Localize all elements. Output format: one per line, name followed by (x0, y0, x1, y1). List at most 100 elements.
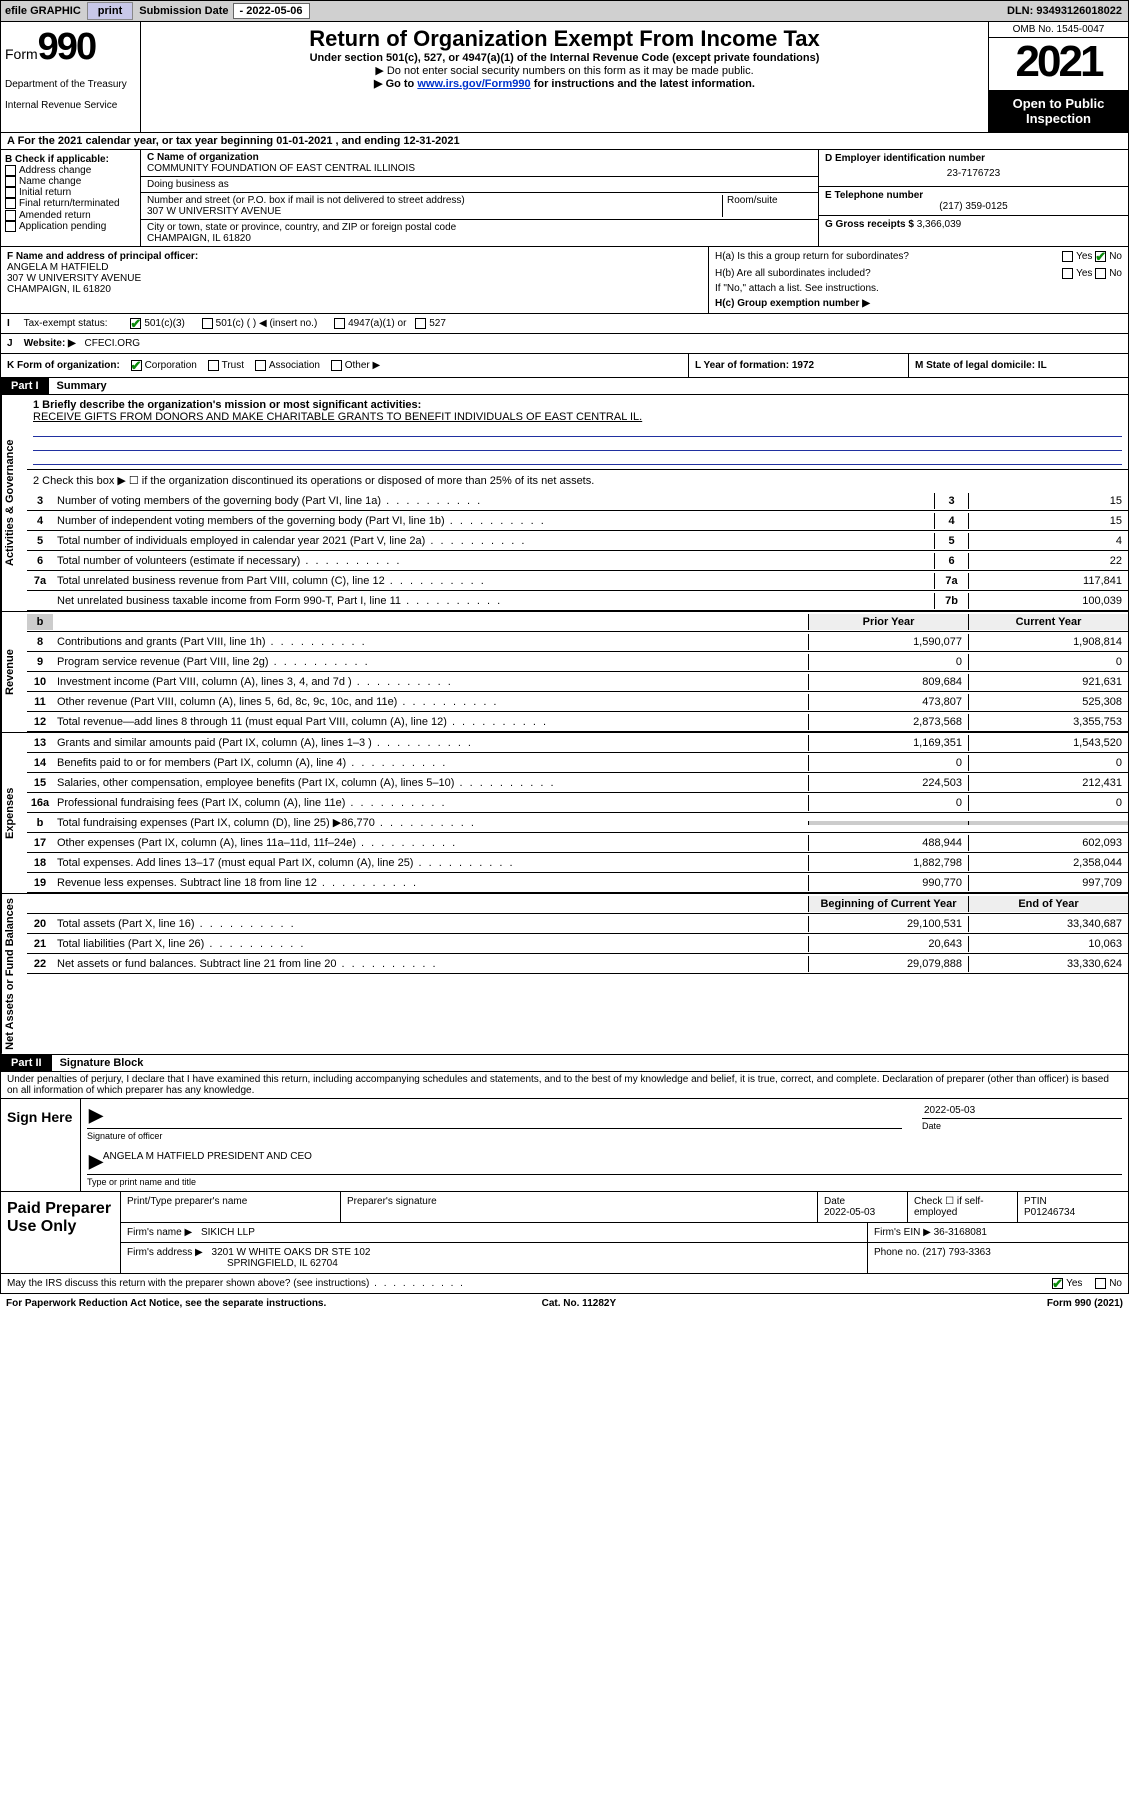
city-value: CHAMPAIGN, IL 61820 (147, 233, 812, 244)
line-num: 18 (27, 855, 53, 871)
chk-final-return[interactable] (5, 198, 16, 209)
line-text: Total fundraising expenses (Part IX, col… (53, 814, 808, 831)
net-head-blank2 (53, 902, 808, 906)
ptin-value: P01246734 (1024, 1207, 1122, 1218)
sig-date: 2022-05-03 (922, 1103, 1122, 1119)
line-num: 12 (27, 714, 53, 730)
line-num: 3 (27, 493, 53, 509)
summary-line: 12Total revenue—add lines 8 through 11 (… (27, 712, 1128, 732)
line-num (27, 599, 53, 603)
omb-number: OMB No. 1545-0047 (989, 22, 1128, 38)
chk-discuss-yes[interactable] (1052, 1278, 1063, 1289)
chk-amended-return[interactable] (5, 210, 16, 221)
goto-post: for instructions and the latest informat… (531, 78, 755, 90)
line-text: Number of independent voting members of … (53, 513, 934, 529)
lbl-application-pending: Application pending (19, 221, 106, 232)
line-text: Number of voting members of the governin… (53, 493, 934, 509)
part1-title: Summary (49, 378, 115, 394)
col-prior-year: Prior Year (808, 614, 968, 630)
line-text: Total assets (Part X, line 16) (53, 916, 808, 932)
chk-address-change[interactable] (5, 165, 16, 176)
hc-label: H(c) Group exemption number ▶ (715, 298, 1122, 309)
line-num: 17 (27, 835, 53, 851)
chk-name-change[interactable] (5, 176, 16, 187)
chk-501c3[interactable] (130, 318, 141, 329)
line-num: 7a (27, 573, 53, 589)
form-subtitle-2: ▶ Do not enter social security numbers o… (147, 64, 982, 77)
open-line2: Inspection (991, 111, 1126, 126)
i-letter: I (7, 318, 21, 329)
chk-4947[interactable] (334, 318, 345, 329)
state-domicile: M State of legal domicile: IL (908, 354, 1128, 377)
j-letter: J (7, 338, 21, 349)
line-2-discontinued: 2 Check this box ▶ ☐ if the organization… (27, 470, 1128, 491)
firm-ein: 36-3168081 (934, 1227, 987, 1238)
chk-other-org[interactable] (331, 360, 342, 371)
line-text: Total number of individuals employed in … (53, 533, 934, 549)
chk-application-pending[interactable] (5, 221, 16, 232)
print-button[interactable]: print (87, 2, 133, 20)
sig-officer-label: Signature of officer (87, 1131, 902, 1141)
line-box: 7a (934, 573, 968, 589)
summary-line: bTotal fundraising expenses (Part IX, co… (27, 813, 1128, 833)
line-num: b (27, 815, 53, 831)
prep-sig-header: Preparer's signature (341, 1192, 818, 1222)
chk-501c[interactable] (202, 318, 213, 329)
chk-ha-no[interactable] (1095, 251, 1106, 262)
line-text: Net assets or fund balances. Subtract li… (53, 956, 808, 972)
firm-addr-label: Firm's address ▶ (127, 1247, 203, 1258)
line-text: Benefits paid to or for members (Part IX… (53, 755, 808, 771)
penalties-declaration: Under penalties of perjury, I declare th… (0, 1072, 1129, 1099)
chk-corporation[interactable] (131, 360, 142, 371)
part2-title: Signature Block (52, 1055, 152, 1071)
line-val: 100,039 (968, 593, 1128, 609)
prior-val: 2,873,568 (808, 714, 968, 730)
officer-city: CHAMPAIGN, IL 61820 (7, 284, 702, 295)
officer-name-title: ANGELA M HATFIELD PRESIDENT AND CEO (103, 1151, 312, 1172)
summary-line: 17Other expenses (Part IX, column (A), l… (27, 833, 1128, 853)
form-number: 990 (38, 26, 95, 68)
col-boy: Beginning of Current Year (808, 896, 968, 912)
line-box: 4 (934, 513, 968, 529)
opt-corporation: Corporation (145, 360, 197, 371)
chk-527[interactable] (415, 318, 426, 329)
chk-association[interactable] (255, 360, 266, 371)
line-text: Other expenses (Part IX, column (A), lin… (53, 835, 808, 851)
line-num: 14 (27, 755, 53, 771)
street-label: Number and street (or P.O. box if mail i… (147, 195, 722, 206)
line-num: 19 (27, 875, 53, 891)
form-ref: Form 990 (2021) (1047, 1298, 1123, 1309)
line-text: Other revenue (Part VIII, column (A), li… (53, 694, 808, 710)
caret-icon-2: ▶ (89, 1151, 103, 1172)
summary-line: 22Net assets or fund balances. Subtract … (27, 954, 1128, 974)
line-num: 13 (27, 735, 53, 751)
opt-501c3: 501(c)(3) (144, 318, 185, 329)
line-num: 21 (27, 936, 53, 952)
vtab-netassets: Net Assets or Fund Balances (1, 894, 27, 1054)
chk-initial-return[interactable] (5, 187, 16, 198)
chk-ha-yes[interactable] (1062, 251, 1073, 262)
firm-phone: (217) 793-3363 (922, 1247, 990, 1258)
chk-discuss-no[interactable] (1095, 1278, 1106, 1289)
line-box: 5 (934, 533, 968, 549)
chk-hb-no[interactable] (1095, 268, 1106, 279)
firm-ein-label: Firm's EIN ▶ (874, 1227, 931, 1238)
line-val: 15 (968, 493, 1128, 509)
chk-hb-yes[interactable] (1062, 268, 1073, 279)
form-subtitle-3: ▶ Go to www.irs.gov/Form990 for instruct… (147, 77, 982, 90)
opt-4947: 4947(a)(1) or (348, 318, 406, 329)
line-text: Total expenses. Add lines 13–17 (must eq… (53, 855, 808, 871)
form-title-block: Return of Organization Exempt From Incom… (141, 22, 988, 132)
line-num: 20 (27, 916, 53, 932)
chk-trust[interactable] (208, 360, 219, 371)
net-head-blank (27, 902, 53, 906)
prior-val: 29,079,888 (808, 956, 968, 972)
summary-line: 21Total liabilities (Part X, line 26)20,… (27, 934, 1128, 954)
line-text: Program service revenue (Part VIII, line… (53, 654, 808, 670)
firm-phone-label: Phone no. (874, 1247, 920, 1258)
summary-netassets: Net Assets or Fund Balances Beginning of… (0, 894, 1129, 1055)
line-text: Total liabilities (Part X, line 26) (53, 936, 808, 952)
irs-link[interactable]: www.irs.gov/Form990 (417, 78, 530, 90)
prior-val: 990,770 (808, 875, 968, 891)
ein-value: 23-7176723 (825, 164, 1122, 183)
